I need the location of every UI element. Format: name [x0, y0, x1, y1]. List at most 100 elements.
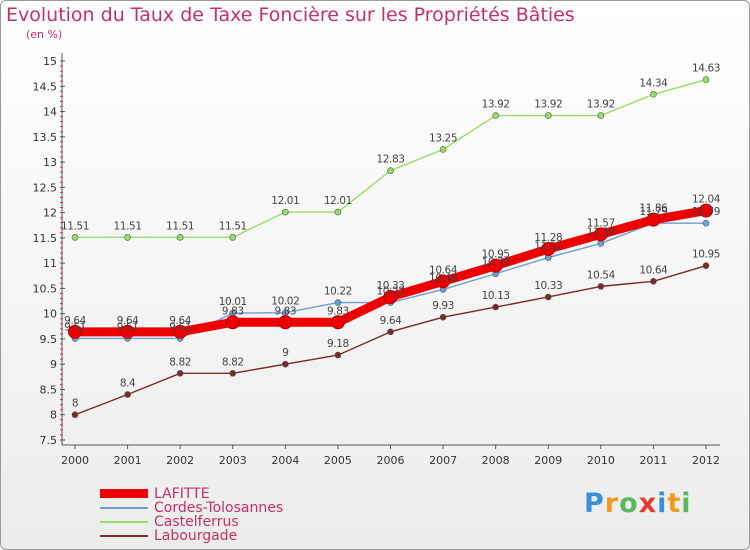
data-label-labourgade: 10.64	[639, 264, 668, 276]
data-point-labourgade	[334, 351, 342, 359]
data-label-cordes-tolosannes: 10.22	[324, 286, 352, 298]
y-tick-label: 15	[43, 55, 57, 68]
data-point-castelferrus	[334, 208, 342, 216]
y-tick-label: 8.5	[40, 383, 58, 396]
x-tick-label: 2010	[587, 454, 615, 467]
data-label-labourgade: 9.93	[432, 300, 454, 312]
data-label-castelferrus: 13.92	[587, 99, 615, 111]
data-point-castelferrus	[702, 76, 710, 83]
data-label-cordes-tolosannes: 11.11	[534, 241, 562, 253]
data-point-lafitte	[120, 324, 135, 339]
data-point-lafitte	[383, 289, 398, 304]
data-label-labourgade: 10.13	[482, 290, 510, 302]
data-label-castelferrus: 13.92	[482, 99, 510, 111]
y-tick-label: 14	[43, 106, 57, 119]
y-tick-label: 13.5	[33, 131, 58, 144]
data-point-labourgade	[544, 293, 552, 301]
data-label-labourgade: 10.95	[692, 249, 720, 261]
legend-label-lafitte: LAFITTE	[154, 486, 210, 502]
y-tick-label: 10.5	[33, 282, 58, 295]
data-label-cordes-tolosannes: 11.39	[587, 226, 615, 238]
data-label-castelferrus: 13.25	[429, 132, 457, 144]
data-label-labourgade: 8.82	[222, 356, 244, 368]
data-point-labourgade	[387, 328, 394, 336]
data-point-lafitte	[278, 315, 293, 330]
legend-swatch-labourgade	[100, 535, 148, 537]
data-point-castelferrus	[650, 91, 657, 98]
y-axis-unit: (en %)	[26, 28, 63, 41]
data-label-lafitte: 11.28	[534, 232, 562, 244]
data-label-cordes-tolosannes: 11.79	[692, 206, 720, 218]
data-point-cordes-tolosannes	[702, 219, 710, 227]
x-tick-label: 2006	[377, 454, 405, 467]
data-label-cordes-tolosannes: 10.22	[376, 286, 404, 298]
data-point-labourgade	[71, 411, 79, 419]
data-label-lafitte: 9.64	[169, 315, 191, 327]
data-label-labourgade: 8.82	[169, 356, 191, 368]
data-label-lafitte: 9.64	[64, 315, 86, 327]
data-label-castelferrus: 12.83	[376, 154, 404, 166]
data-point-labourgade	[492, 303, 499, 311]
data-point-lafitte	[646, 212, 661, 227]
data-label-castelferrus: 11.51	[219, 220, 247, 232]
legend-item-lafitte: LAFITTE	[100, 486, 360, 502]
data-label-cordes-tolosannes: 9.51	[169, 321, 191, 333]
y-tick-label: 11	[43, 257, 57, 270]
x-tick-label: 2001	[114, 454, 142, 467]
data-label-castelferrus: 12.01	[324, 195, 352, 207]
x-tick-label: 2000	[61, 454, 89, 467]
data-label-labourgade: 10.33	[534, 280, 562, 292]
logo-letter: t	[667, 488, 682, 519]
data-point-lafitte	[173, 324, 188, 339]
data-point-labourgade	[229, 369, 237, 377]
data-point-labourgade	[650, 278, 657, 285]
x-tick-label: 2003	[219, 454, 247, 467]
y-tick-label: 12.5	[33, 181, 58, 194]
data-label-castelferrus: 11.51	[61, 220, 89, 232]
x-tick-label: 2005	[324, 454, 352, 467]
data-point-lafitte	[225, 315, 240, 330]
data-point-castelferrus	[387, 167, 394, 174]
data-point-castelferrus	[492, 112, 499, 119]
legend-label-castelferrus: Castelferrus	[154, 514, 239, 530]
legend-swatch-castelferrus	[100, 521, 148, 523]
data-label-lafitte: 10.95	[482, 249, 510, 261]
data-point-lafitte	[436, 274, 451, 289]
data-label-castelferrus: 11.51	[166, 220, 194, 232]
y-tick-label: 13	[43, 156, 57, 169]
data-label-cordes-tolosannes: 10.79	[482, 257, 510, 269]
legend-item-cordes-tolosannes: Cordes-Tolosannes	[100, 500, 360, 516]
data-label-cordes-tolosannes: 10.02	[271, 296, 299, 308]
x-tick-label: 2002	[166, 454, 194, 467]
data-label-labourgade: 9.18	[327, 338, 349, 350]
logo-letter: o	[619, 488, 639, 519]
data-label-castelferrus: 14.63	[692, 63, 720, 75]
data-label-lafitte: 9.83	[327, 305, 349, 317]
x-tick-label: 2012	[692, 454, 720, 467]
data-label-cordes-tolosannes: 10.48	[429, 272, 457, 284]
data-point-lafitte	[488, 258, 503, 273]
data-point-lafitte	[541, 241, 556, 256]
data-point-castelferrus	[544, 112, 552, 119]
proxiti-logo: Proxiti	[584, 488, 692, 519]
data-point-castelferrus	[71, 234, 79, 241]
data-label-castelferrus: 12.01	[271, 195, 299, 207]
logo-letter: r	[604, 488, 620, 519]
data-point-cordes-tolosannes	[334, 299, 342, 306]
data-label-labourgade: 8	[72, 398, 78, 410]
legend-swatch-cordes-tolosannes	[100, 507, 148, 509]
data-point-castelferrus	[597, 112, 605, 119]
data-label-castelferrus: 11.51	[114, 220, 142, 232]
x-tick-label: 2009	[534, 454, 562, 467]
data-point-lafitte	[593, 227, 608, 242]
legend-item-castelferrus: Castelferrus	[100, 514, 360, 530]
data-point-labourgade	[176, 369, 184, 377]
data-point-lafitte	[68, 324, 82, 339]
data-label-lafitte: 12.04	[692, 194, 721, 206]
x-tick-label: 2007	[429, 454, 457, 467]
data-label-castelferrus: 14.34	[639, 77, 668, 89]
data-point-labourgade	[702, 262, 710, 269]
data-point-castelferrus	[439, 146, 447, 153]
legend-label-cordes-tolosannes: Cordes-Tolosannes	[154, 500, 284, 516]
y-tick-label: 10	[43, 308, 57, 321]
